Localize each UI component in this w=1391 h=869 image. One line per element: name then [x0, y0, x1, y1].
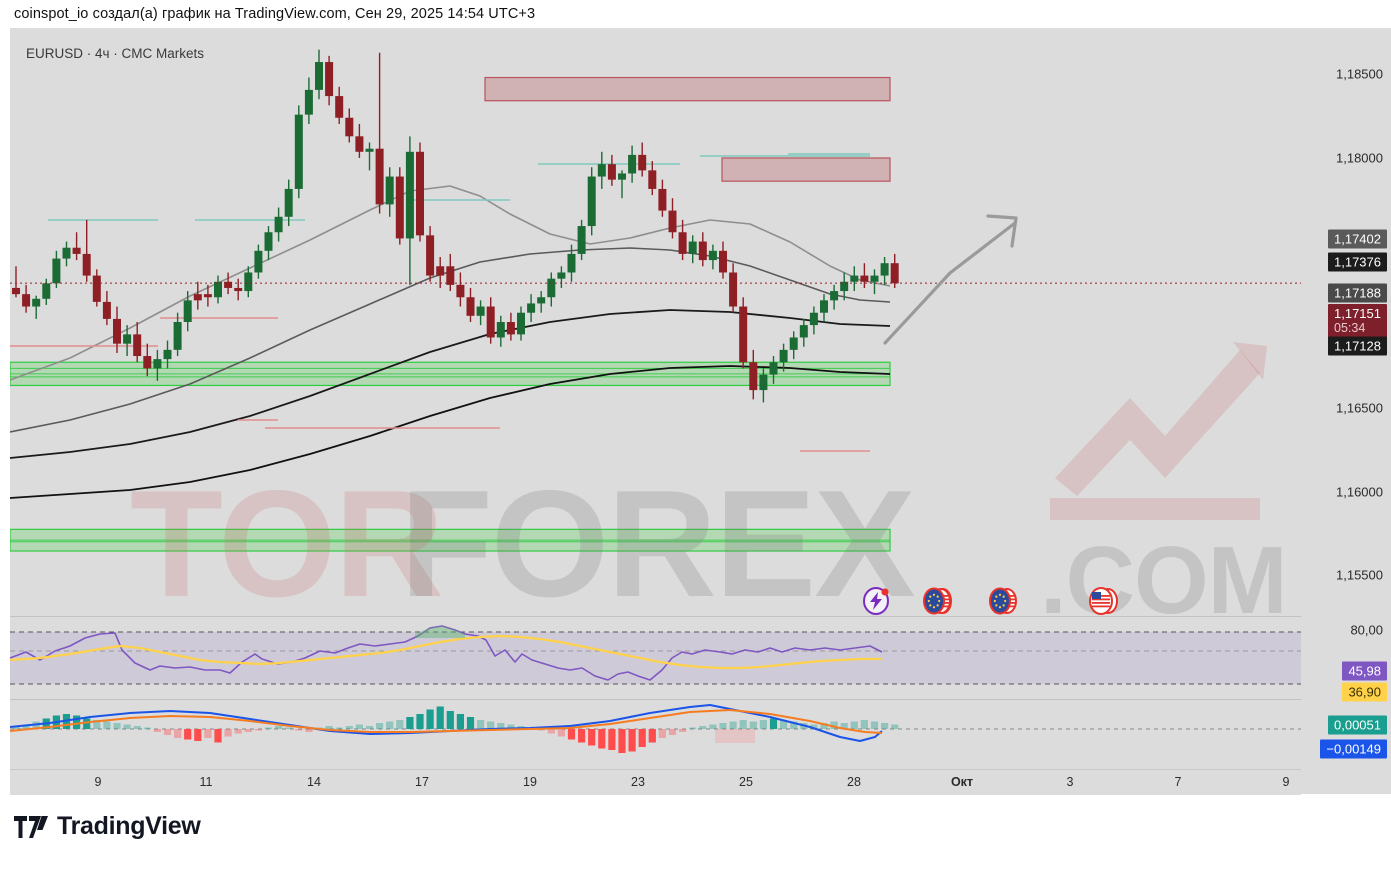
time-tick: 17 — [415, 775, 429, 789]
price-tag[interactable]: 1,17188 — [1328, 283, 1387, 303]
time-axis[interactable]: 9 11 14 17 19 23 25 28 Окт 3 7 9 — [10, 769, 1301, 795]
price-tag[interactable]: 1,17402 — [1328, 229, 1387, 249]
time-tick: 9 — [94, 775, 102, 789]
credit-header: coinspot_io создал(а) график на TradingV… — [0, 0, 1391, 28]
price-tick: 1,18500 — [1336, 66, 1383, 82]
rsi-tick: 80,00 — [1350, 622, 1383, 638]
time-tick: 9 — [1282, 775, 1290, 789]
time-tick: 11 — [199, 775, 213, 789]
price-axis[interactable]: 1,18500 1,18000 1,16500 1,16000 1,15500 1,174… — [1301, 28, 1391, 794]
macd-value-tag[interactable]: −0,00149 — [1320, 739, 1387, 759]
macd-value-tag[interactable]: 0,00051 — [1328, 715, 1387, 735]
time-tick: Окт — [950, 775, 974, 789]
price-tick: 1,16000 — [1336, 484, 1383, 500]
time-tick: 28 — [847, 775, 861, 789]
rsi-value-tag[interactable]: 45,98 — [1342, 661, 1387, 681]
time-tick: 23 — [631, 775, 645, 789]
tradingview-mark-icon — [14, 815, 48, 838]
rsi-pane[interactable] — [10, 618, 1301, 698]
time-tick: 25 — [739, 775, 753, 789]
time-tick: 19 — [523, 775, 537, 789]
countdown: 05:34 — [1334, 321, 1366, 335]
time-tick: 3 — [1066, 775, 1074, 789]
eu-event-double-icon[interactable] — [922, 586, 952, 616]
time-tick: 14 — [307, 775, 321, 789]
symbol-legend[interactable]: EURUSD · 4ч · CMC Markets — [26, 46, 205, 61]
price-tag[interactable]: 1,17151 05:34 — [1328, 304, 1387, 338]
alert-lightning-icon[interactable] — [861, 586, 891, 616]
price-tick: 1,18000 — [1336, 150, 1383, 166]
price-tag[interactable]: 1,17128 — [1328, 336, 1387, 356]
watermark-bar — [1050, 498, 1260, 520]
price-pane[interactable]: TOR FOREX .COM — [10, 28, 1301, 616]
credit-text: coinspot_io создал(а) график на TradingV… — [14, 6, 536, 22]
chart-container[interactable]: TOR FOREX .COM EURUSD · 4ч · CMC Markets… — [10, 28, 1391, 795]
price-plot[interactable] — [10, 28, 1301, 616]
price-tick: 1,15500 — [1336, 567, 1383, 583]
tradingview-logo: TradingView — [14, 812, 201, 841]
macd-plot[interactable] — [10, 701, 1301, 769]
eu-event-icon[interactable] — [988, 586, 1018, 616]
time-tick: 7 — [1174, 775, 1182, 789]
price-tag[interactable]: 1,17376 — [1328, 252, 1387, 272]
price-tick: 1,16500 — [1336, 400, 1383, 416]
rsi-plot[interactable] — [10, 618, 1301, 698]
pane-separator-1 — [10, 616, 1301, 617]
us-event-icon[interactable] — [1088, 586, 1118, 616]
tradingview-wordmark: TradingView — [57, 812, 201, 840]
rsi-value-tag[interactable]: 36,90 — [1342, 682, 1387, 702]
pane-separator-2 — [10, 699, 1301, 700]
macd-pane[interactable] — [10, 701, 1301, 769]
